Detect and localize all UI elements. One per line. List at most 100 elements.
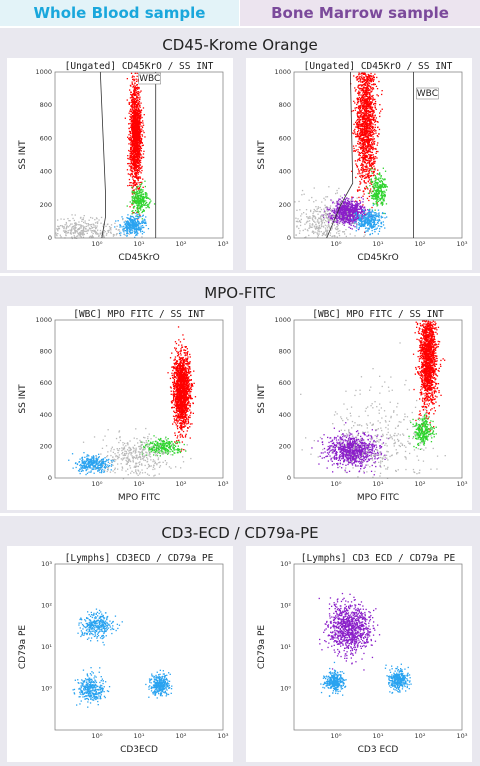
scatter-point [362,117,364,119]
scatter-point [138,137,141,139]
scatter-point [351,214,353,216]
scatter-point [120,232,122,234]
scatter-point [124,234,126,236]
scatter-point [376,193,378,195]
scatter-point [140,201,143,203]
scatter-point [351,212,353,215]
scatter-point [131,154,133,156]
scatter-point [369,114,371,116]
scatter-point [349,212,351,214]
scatter-point [138,86,140,89]
scatter-point [361,73,363,75]
scatter-point [365,112,367,114]
scatter-point [350,214,352,216]
scatter-point [137,131,139,133]
scatter-point [362,139,364,141]
scatter-point [363,121,366,123]
scatter-point [361,128,363,130]
scatter-point [362,156,364,158]
scatter-point [376,157,378,159]
scatter-point [84,222,86,224]
scatter-point [365,127,367,129]
scatter-point [133,162,135,164]
scatter-point [367,176,369,178]
scatter-point [125,226,127,229]
scatter-point [370,158,372,160]
scatter-point [129,222,131,224]
scatter-point [139,152,141,154]
scatter-point [129,231,131,233]
scatter-point [365,122,367,124]
scatter-point [351,204,354,206]
scatter-point [369,92,371,94]
scatter-point [139,135,141,137]
scatter-point [139,146,142,148]
scatter-point [134,195,137,198]
scatter-point [131,165,133,167]
scatter-point [369,134,371,137]
scatter-point [376,190,378,192]
scatter-point [65,228,67,230]
scatter-point [135,86,137,89]
scatter-point [367,82,369,85]
scatter-point [91,227,93,229]
scatter-point [137,195,139,197]
scatter-point [76,231,78,233]
scatter-point [360,144,362,146]
scatter-point [131,202,133,204]
scatter-point [137,110,140,112]
scatter-point [144,202,147,205]
scatter-point [132,178,134,180]
scatter-point [358,153,360,155]
scatter-point [141,236,143,238]
scatter-point [148,203,150,205]
scatter-point [365,75,367,77]
scatter-point [96,221,98,223]
scatter-point [363,100,365,102]
scatter-point [128,227,130,229]
scatter-point [341,221,343,223]
scatter-point [139,140,141,143]
scatter-point [134,145,136,147]
scatter-point [142,214,144,216]
scatter-point [345,204,347,206]
scatter-point [133,76,135,78]
scatter-point [355,107,358,109]
scatter-point [134,221,136,224]
scatter-point [132,219,134,221]
scatter-point [137,102,139,104]
scatter-point [139,223,142,225]
scatter-point [132,75,134,77]
scatter-point [363,115,365,117]
scatter-point [127,157,129,160]
scatter-point [135,225,137,228]
scatter-point [90,225,92,228]
scatter-point [375,120,377,122]
scatter-point [365,148,367,150]
scatter-point [370,159,373,161]
scatter-point [372,174,374,177]
scatter-point [358,171,360,173]
scatter-point [360,100,363,102]
scatter-point [382,186,385,189]
scatter-point [371,182,373,184]
scatter-point [362,209,364,211]
scatter-point [362,145,365,147]
scatter-point [137,106,139,108]
scatter-point [135,129,137,131]
scatter-point [133,93,135,95]
scatter-point [362,141,365,144]
scatter-point [363,146,365,148]
scatter-point [64,231,66,233]
scatter-point [140,197,142,199]
scatter-point [136,232,139,234]
scatter-point [137,139,139,142]
scatter-point [134,100,136,103]
scatter-point [130,167,132,169]
scatter-point [363,214,366,216]
scatter-point [135,104,137,106]
scatter-point [346,221,349,224]
scatter-point [133,109,135,111]
scatter-point [81,233,83,235]
scatter-point [370,183,373,185]
